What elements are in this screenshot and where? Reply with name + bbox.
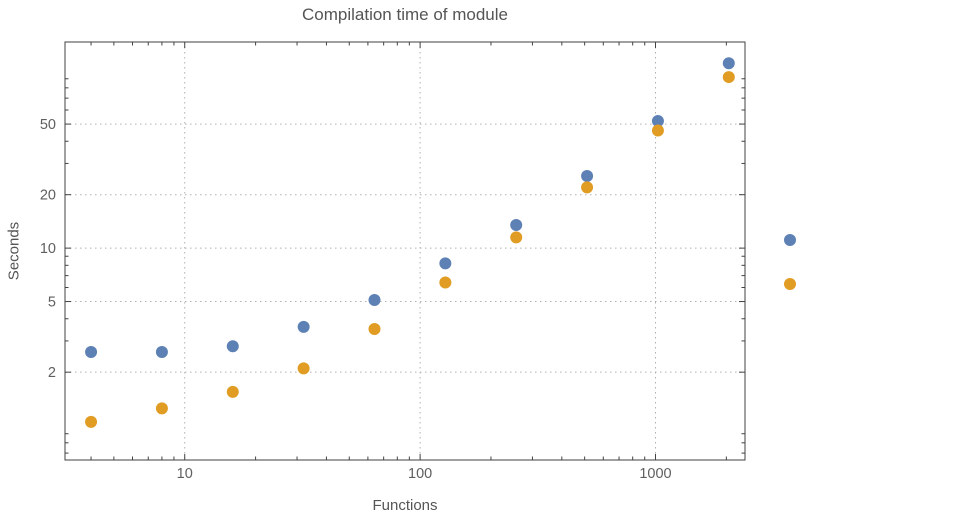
- x-tick-label: 100: [408, 466, 432, 482]
- y-tick-label: 5: [48, 295, 56, 311]
- data-point-series-1: [651, 115, 664, 128]
- chart-title: Compilation time of module: [302, 5, 508, 24]
- data-point-series-2: [439, 276, 452, 289]
- plot-frame: [64, 41, 746, 461]
- data-point-series-1: [297, 320, 310, 333]
- data-point-series-2: [226, 385, 239, 398]
- legend-marker-series-1: [784, 234, 796, 246]
- data-point-series-1: [510, 218, 523, 231]
- data-point-series-1: [439, 257, 452, 270]
- data-point-series-1: [581, 169, 594, 182]
- data-point-series-1: [368, 294, 381, 307]
- y-tick-label: 20: [40, 188, 56, 204]
- data-point-series-2: [368, 323, 381, 336]
- data-point-series-1: [85, 345, 98, 358]
- data-point-series-2: [85, 415, 98, 428]
- data-point-series-2: [581, 181, 594, 194]
- data-point-series-1: [226, 340, 239, 353]
- x-axis-label: Functions: [372, 497, 438, 514]
- y-tick-label: 50: [40, 117, 56, 133]
- x-tick-label: 10: [177, 466, 193, 482]
- data-point-series-2: [722, 71, 735, 84]
- data-point-series-2: [651, 124, 664, 137]
- data-point-series-2: [510, 231, 523, 244]
- legend-marker-series-2: [784, 278, 796, 290]
- data-point-series-2: [155, 402, 168, 415]
- data-point-series-1: [722, 57, 735, 70]
- data-point-series-2: [297, 362, 310, 375]
- x-tick-label: 1000: [639, 466, 671, 482]
- y-tick-label: 2: [48, 365, 56, 381]
- y-tick-label: 10: [40, 241, 56, 257]
- data-point-series-1: [155, 345, 168, 358]
